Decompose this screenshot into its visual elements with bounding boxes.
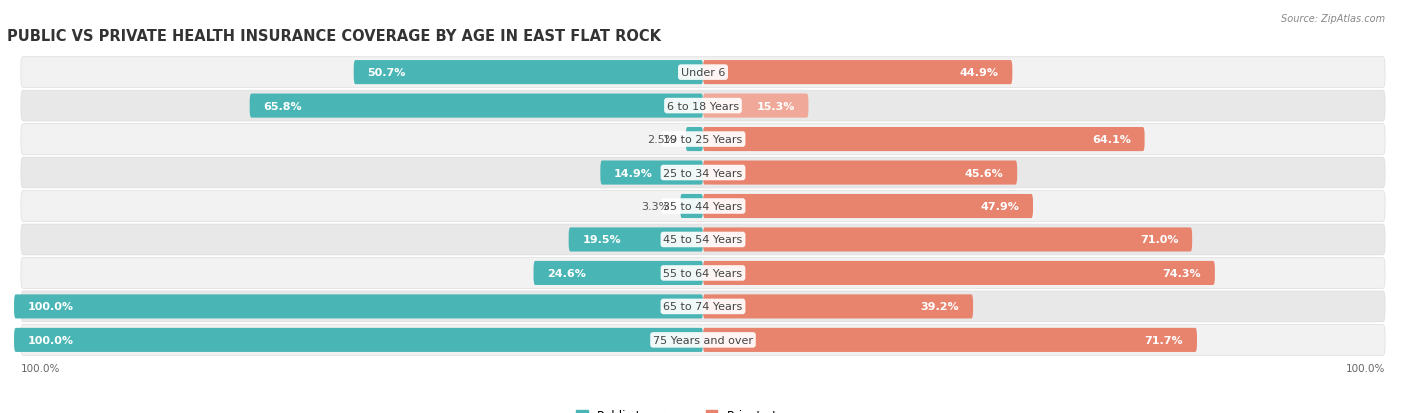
Legend: Public Insurance, Private Insurance: Public Insurance, Private Insurance bbox=[571, 404, 835, 413]
Text: Source: ZipAtlas.com: Source: ZipAtlas.com bbox=[1281, 14, 1385, 24]
Text: 47.9%: 47.9% bbox=[980, 202, 1019, 211]
Text: Under 6: Under 6 bbox=[681, 68, 725, 78]
Text: 71.0%: 71.0% bbox=[1140, 235, 1178, 245]
Text: 45.6%: 45.6% bbox=[965, 168, 1004, 178]
FancyBboxPatch shape bbox=[703, 328, 1197, 352]
FancyBboxPatch shape bbox=[21, 158, 1385, 188]
FancyBboxPatch shape bbox=[21, 258, 1385, 289]
FancyBboxPatch shape bbox=[703, 94, 808, 119]
Text: 64.1%: 64.1% bbox=[1092, 135, 1130, 145]
Text: 14.9%: 14.9% bbox=[614, 168, 652, 178]
Text: 50.7%: 50.7% bbox=[367, 68, 406, 78]
FancyBboxPatch shape bbox=[250, 94, 703, 119]
Text: 75 Years and over: 75 Years and over bbox=[652, 335, 754, 345]
FancyBboxPatch shape bbox=[703, 128, 1144, 152]
FancyBboxPatch shape bbox=[21, 291, 1385, 322]
Text: 35 to 44 Years: 35 to 44 Years bbox=[664, 202, 742, 211]
Text: 19.5%: 19.5% bbox=[582, 235, 621, 245]
FancyBboxPatch shape bbox=[533, 261, 703, 285]
FancyBboxPatch shape bbox=[21, 57, 1385, 88]
FancyBboxPatch shape bbox=[703, 61, 1012, 85]
Text: PUBLIC VS PRIVATE HEALTH INSURANCE COVERAGE BY AGE IN EAST FLAT ROCK: PUBLIC VS PRIVATE HEALTH INSURANCE COVER… bbox=[7, 29, 661, 44]
FancyBboxPatch shape bbox=[703, 161, 1017, 185]
Text: 44.9%: 44.9% bbox=[959, 68, 998, 78]
Text: 2.5%: 2.5% bbox=[647, 135, 675, 145]
FancyBboxPatch shape bbox=[21, 225, 1385, 255]
FancyBboxPatch shape bbox=[703, 294, 973, 319]
Text: 39.2%: 39.2% bbox=[921, 301, 959, 312]
FancyBboxPatch shape bbox=[21, 91, 1385, 122]
FancyBboxPatch shape bbox=[21, 191, 1385, 222]
Text: 3.3%: 3.3% bbox=[641, 202, 669, 211]
FancyBboxPatch shape bbox=[568, 228, 703, 252]
Text: 65 to 74 Years: 65 to 74 Years bbox=[664, 301, 742, 312]
Text: 24.6%: 24.6% bbox=[547, 268, 586, 278]
Text: 65.8%: 65.8% bbox=[263, 101, 302, 112]
FancyBboxPatch shape bbox=[681, 195, 703, 218]
Text: 6 to 18 Years: 6 to 18 Years bbox=[666, 101, 740, 112]
FancyBboxPatch shape bbox=[354, 61, 703, 85]
FancyBboxPatch shape bbox=[703, 261, 1215, 285]
Text: 19 to 25 Years: 19 to 25 Years bbox=[664, 135, 742, 145]
FancyBboxPatch shape bbox=[21, 124, 1385, 155]
FancyBboxPatch shape bbox=[14, 294, 703, 319]
Text: 25 to 34 Years: 25 to 34 Years bbox=[664, 168, 742, 178]
FancyBboxPatch shape bbox=[14, 328, 703, 352]
FancyBboxPatch shape bbox=[21, 325, 1385, 356]
Text: 100.0%: 100.0% bbox=[21, 363, 60, 373]
Text: 74.3%: 74.3% bbox=[1163, 268, 1201, 278]
Text: 100.0%: 100.0% bbox=[28, 301, 75, 312]
Text: 100.0%: 100.0% bbox=[28, 335, 75, 345]
Text: 45 to 54 Years: 45 to 54 Years bbox=[664, 235, 742, 245]
FancyBboxPatch shape bbox=[703, 195, 1033, 218]
Text: 55 to 64 Years: 55 to 64 Years bbox=[664, 268, 742, 278]
FancyBboxPatch shape bbox=[686, 128, 703, 152]
Text: 100.0%: 100.0% bbox=[1346, 363, 1385, 373]
Text: 15.3%: 15.3% bbox=[756, 101, 794, 112]
FancyBboxPatch shape bbox=[600, 161, 703, 185]
FancyBboxPatch shape bbox=[703, 228, 1192, 252]
Text: 71.7%: 71.7% bbox=[1144, 335, 1184, 345]
